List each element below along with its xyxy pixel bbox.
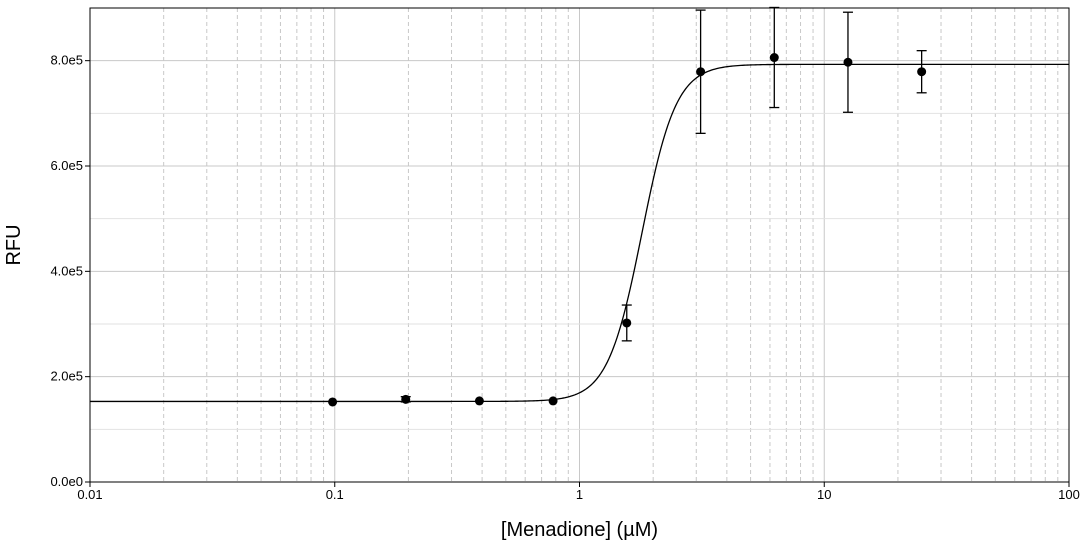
y-axis-title: RFU — [3, 224, 25, 265]
data-point — [474, 396, 484, 406]
data-point — [842, 11, 853, 113]
data-point — [769, 6, 780, 109]
y-tick-label: 0.0e0 — [50, 474, 83, 489]
data-point — [328, 397, 338, 407]
data-point-marker — [548, 396, 558, 406]
y-tick-label: 4.0e5 — [50, 263, 83, 278]
data-point — [621, 304, 632, 342]
tick-labels: 0.01 0.1 1 10 100 0.0e0 2.0e5 4.0e5 6.0e5 8.0e5 — [50, 53, 1079, 502]
data-point-marker — [401, 394, 411, 404]
grid — [90, 8, 1069, 482]
x-tick-label: 0.01 — [77, 487, 102, 502]
x-tick-label: 10 — [817, 487, 831, 502]
fit-curve — [90, 63, 1069, 403]
x-tick-label: 100 — [1058, 487, 1080, 502]
data-point — [695, 9, 706, 134]
data-point — [548, 396, 558, 406]
y-tick-label: 6.0e5 — [50, 158, 83, 173]
data-point-marker — [843, 57, 853, 67]
data-points-layer — [328, 6, 927, 407]
data-point — [400, 394, 411, 404]
fit-curve-layer — [90, 63, 1069, 403]
x-tick-label: 0.1 — [326, 487, 344, 502]
data-point-marker — [622, 318, 632, 328]
data-point-marker — [769, 53, 779, 63]
y-tick-label: 2.0e5 — [50, 369, 83, 384]
data-point-marker — [474, 396, 484, 406]
data-point-marker — [917, 67, 927, 77]
x-axis-title: [Menadione] (µM) — [501, 519, 658, 541]
data-point-marker — [696, 67, 706, 77]
data-point — [916, 50, 927, 94]
x-tick-label: 1 — [576, 487, 583, 502]
data-point-marker — [328, 397, 338, 407]
y-tick-label: 8.0e5 — [50, 53, 83, 68]
